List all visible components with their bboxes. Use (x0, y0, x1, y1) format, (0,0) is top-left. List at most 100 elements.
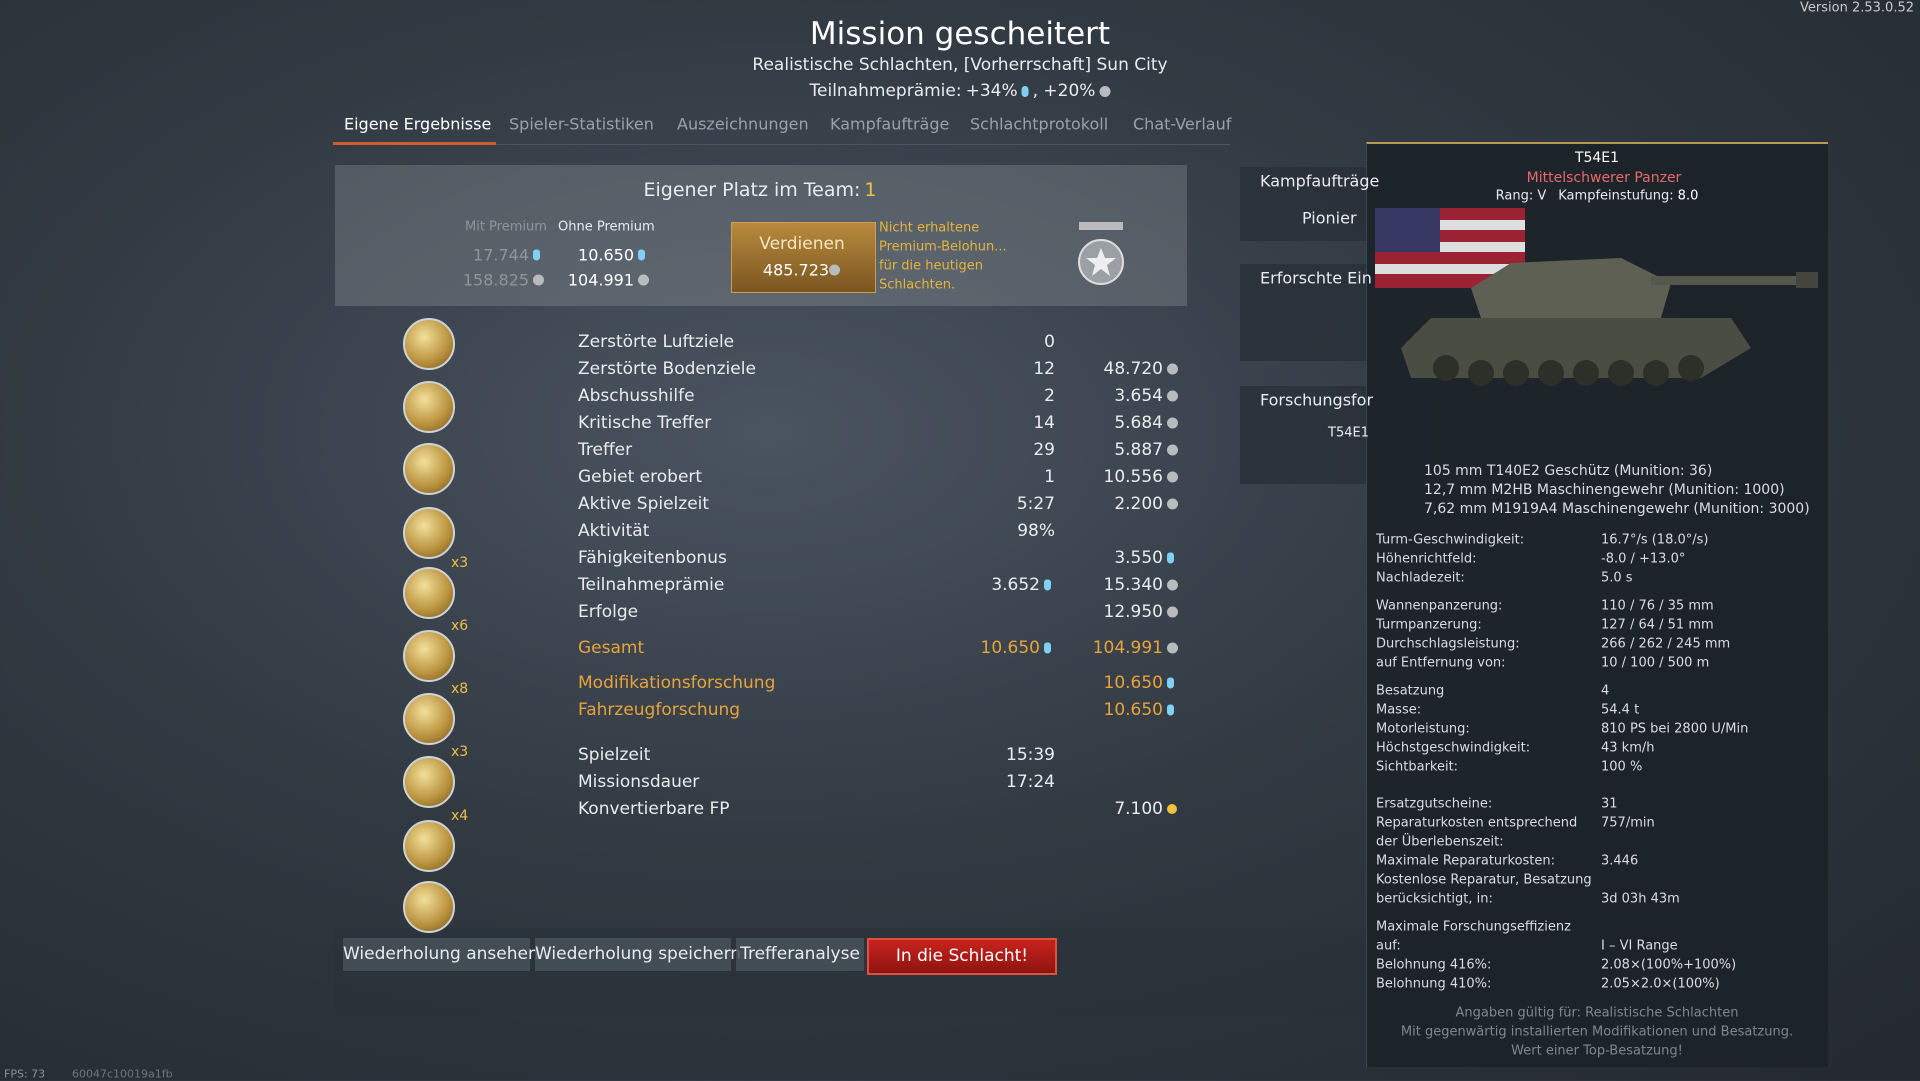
participation-rp: +34% (965, 81, 1018, 101)
without-premium-label: Ohne Premium (558, 219, 655, 235)
medal-multiplier: x6 (451, 618, 469, 634)
side-title: Forschungsfor (1260, 390, 1374, 410)
result-label: Aktive Spielzeit (578, 494, 710, 514)
spec-value: 266 / 262 / 245 mm (1601, 636, 1731, 652)
spec-key: Turmpanzerung: (1376, 617, 1482, 633)
spec-key: Höchstgeschwindigkeit: (1376, 740, 1531, 756)
weapon: 7,62 mm M1919A4 Maschinengewehr (Munitio… (1424, 501, 1810, 517)
result-label: Zerstörte Bodenziele (578, 359, 756, 379)
vehicle-class: Mittelschwerer Panzer (1526, 170, 1682, 186)
spec-value: 100 % (1601, 759, 1643, 775)
fps: FPS: 73 (4, 1067, 46, 1081)
result-reward: 3.550 (1114, 548, 1163, 568)
result-label: Konvertierbare FP (578, 799, 730, 819)
participation-label: Teilnahmeprämie: (809, 81, 962, 101)
rank-place: 1 (864, 179, 877, 201)
participation-sl: , +20% (1032, 81, 1096, 101)
result-reward: 15.340 (1103, 575, 1163, 595)
result-label: Aktivität (578, 521, 650, 541)
sl-icon (1099, 85, 1111, 97)
result-reward: 3.654 (1114, 386, 1163, 406)
result-reward: 104.991 (1092, 638, 1163, 658)
base-rp: 10.650 (578, 245, 634, 265)
spec-key: Motorleistung: (1376, 721, 1470, 737)
earn-value[interactable]: 485.723 (762, 260, 830, 280)
spec-key: Wannenpanzerung: (1376, 598, 1503, 614)
spec-value: 4 (1601, 683, 1610, 699)
weapon: 12,7 mm M2HB Maschinengewehr (Munition: … (1424, 482, 1785, 498)
result-label: Kritische Treffer (578, 413, 712, 433)
rp-icon (1021, 85, 1029, 97)
spec-key: Kostenlose Reparatur, Besatzung (1376, 872, 1592, 888)
tab[interactable]: Chat-Verlauf (1133, 114, 1232, 134)
result-count: 10.650 (980, 638, 1040, 658)
medal (403, 756, 455, 808)
currency-icon (1167, 390, 1178, 402)
spec-value: 54.4 t (1601, 702, 1640, 718)
tooltip-footer: Wert einer Top-Besatzung! (1511, 1043, 1683, 1059)
medal (403, 820, 455, 872)
medal-multiplier: x3 (451, 555, 469, 571)
result-count: 15:39 (1006, 745, 1055, 765)
participation: Teilnahmeprämie: +34% , +20% (810, 81, 1111, 101)
subtitle: Realistische Schlachten, [Vorherrschaft]… (752, 55, 1168, 75)
earn-label[interactable]: Verdienen (759, 234, 845, 254)
tab[interactable]: Kampfaufträge (830, 114, 950, 134)
currency-icon (638, 274, 649, 286)
tab[interactable]: Eigene Ergebnisse (344, 114, 492, 134)
premium-rp: 17.744 (473, 245, 529, 265)
spec-key: berücksichtigt, in: (1376, 891, 1493, 907)
currency-icon (1044, 642, 1051, 654)
tab[interactable]: Spieler-Statistiken (509, 114, 654, 134)
tab[interactable]: Schlachtprotokoll (970, 114, 1109, 134)
side-vehicle: T54E1 (1328, 425, 1369, 441)
result-count: 3.652 (991, 575, 1040, 595)
title: Mission gescheitert (809, 16, 1111, 52)
side-panel-missions (1240, 167, 1370, 241)
result-count: 1 (1044, 467, 1055, 487)
button[interactable]: In die Schlacht! (867, 938, 1057, 975)
side-panel-research (1240, 386, 1370, 484)
spec-value: 3.446 (1601, 853, 1639, 869)
result-label: Treffer (578, 440, 633, 460)
result-label: Teilnahmeprämie (578, 575, 725, 595)
result-label: Fähigkeitenbonus (578, 548, 727, 568)
spec-key: Besatzung (1376, 683, 1445, 699)
currency-icon (1044, 579, 1051, 591)
spec-value: 2.08×(100%+100%) (1601, 957, 1737, 973)
spec-value: 10 / 100 / 500 m (1601, 655, 1710, 671)
br-value: 8.0 (1677, 188, 1699, 204)
earn-button-bg[interactable] (731, 222, 876, 293)
currency-icon (1167, 552, 1174, 564)
result-count: 14 (1033, 413, 1055, 433)
side-item: Pionier (1302, 208, 1357, 228)
tab-bar-line (333, 144, 1230, 145)
currency-icon (1167, 444, 1178, 456)
result-label: Gebiet erobert (578, 467, 703, 487)
button[interactable]: Trefferanalyse (736, 938, 864, 971)
spec-value: -8.0 / +13.0° (1601, 551, 1686, 567)
base-sl: 104.991 (567, 270, 634, 290)
button[interactable]: Wiederholung speichern (535, 938, 741, 971)
premium-sl: 158.825 (462, 270, 529, 290)
medal-icon (1078, 222, 1124, 285)
spec-key: der Überlebenszeit: (1376, 834, 1504, 850)
rank-heading-text: Eigener Platz im Team: (643, 179, 861, 201)
version: Version 2.53.0.52 (1800, 0, 1914, 16)
side-title: Kampfaufträge (1260, 171, 1380, 191)
spec-value: 757/min (1601, 815, 1655, 831)
result-reward: 2.200 (1114, 494, 1163, 514)
vehicle-rank: Rang: V Kampfeinstufung: 8.0 (1496, 189, 1699, 204)
medal (403, 507, 455, 559)
button[interactable]: Wiederholung ansehen (343, 938, 539, 971)
result-label: Missionsdauer (578, 772, 700, 792)
result-count: 29 (1033, 440, 1055, 460)
spec-key: Nachladezeit: (1376, 570, 1465, 586)
currency-icon (1167, 704, 1174, 716)
currency-icon (829, 264, 840, 276)
result-count: 0 (1044, 332, 1055, 352)
medal-multiplier: x4 (451, 808, 469, 824)
tab[interactable]: Auszeichnungen (677, 114, 809, 134)
spec-key: Sichtbarkeit: (1376, 759, 1459, 775)
